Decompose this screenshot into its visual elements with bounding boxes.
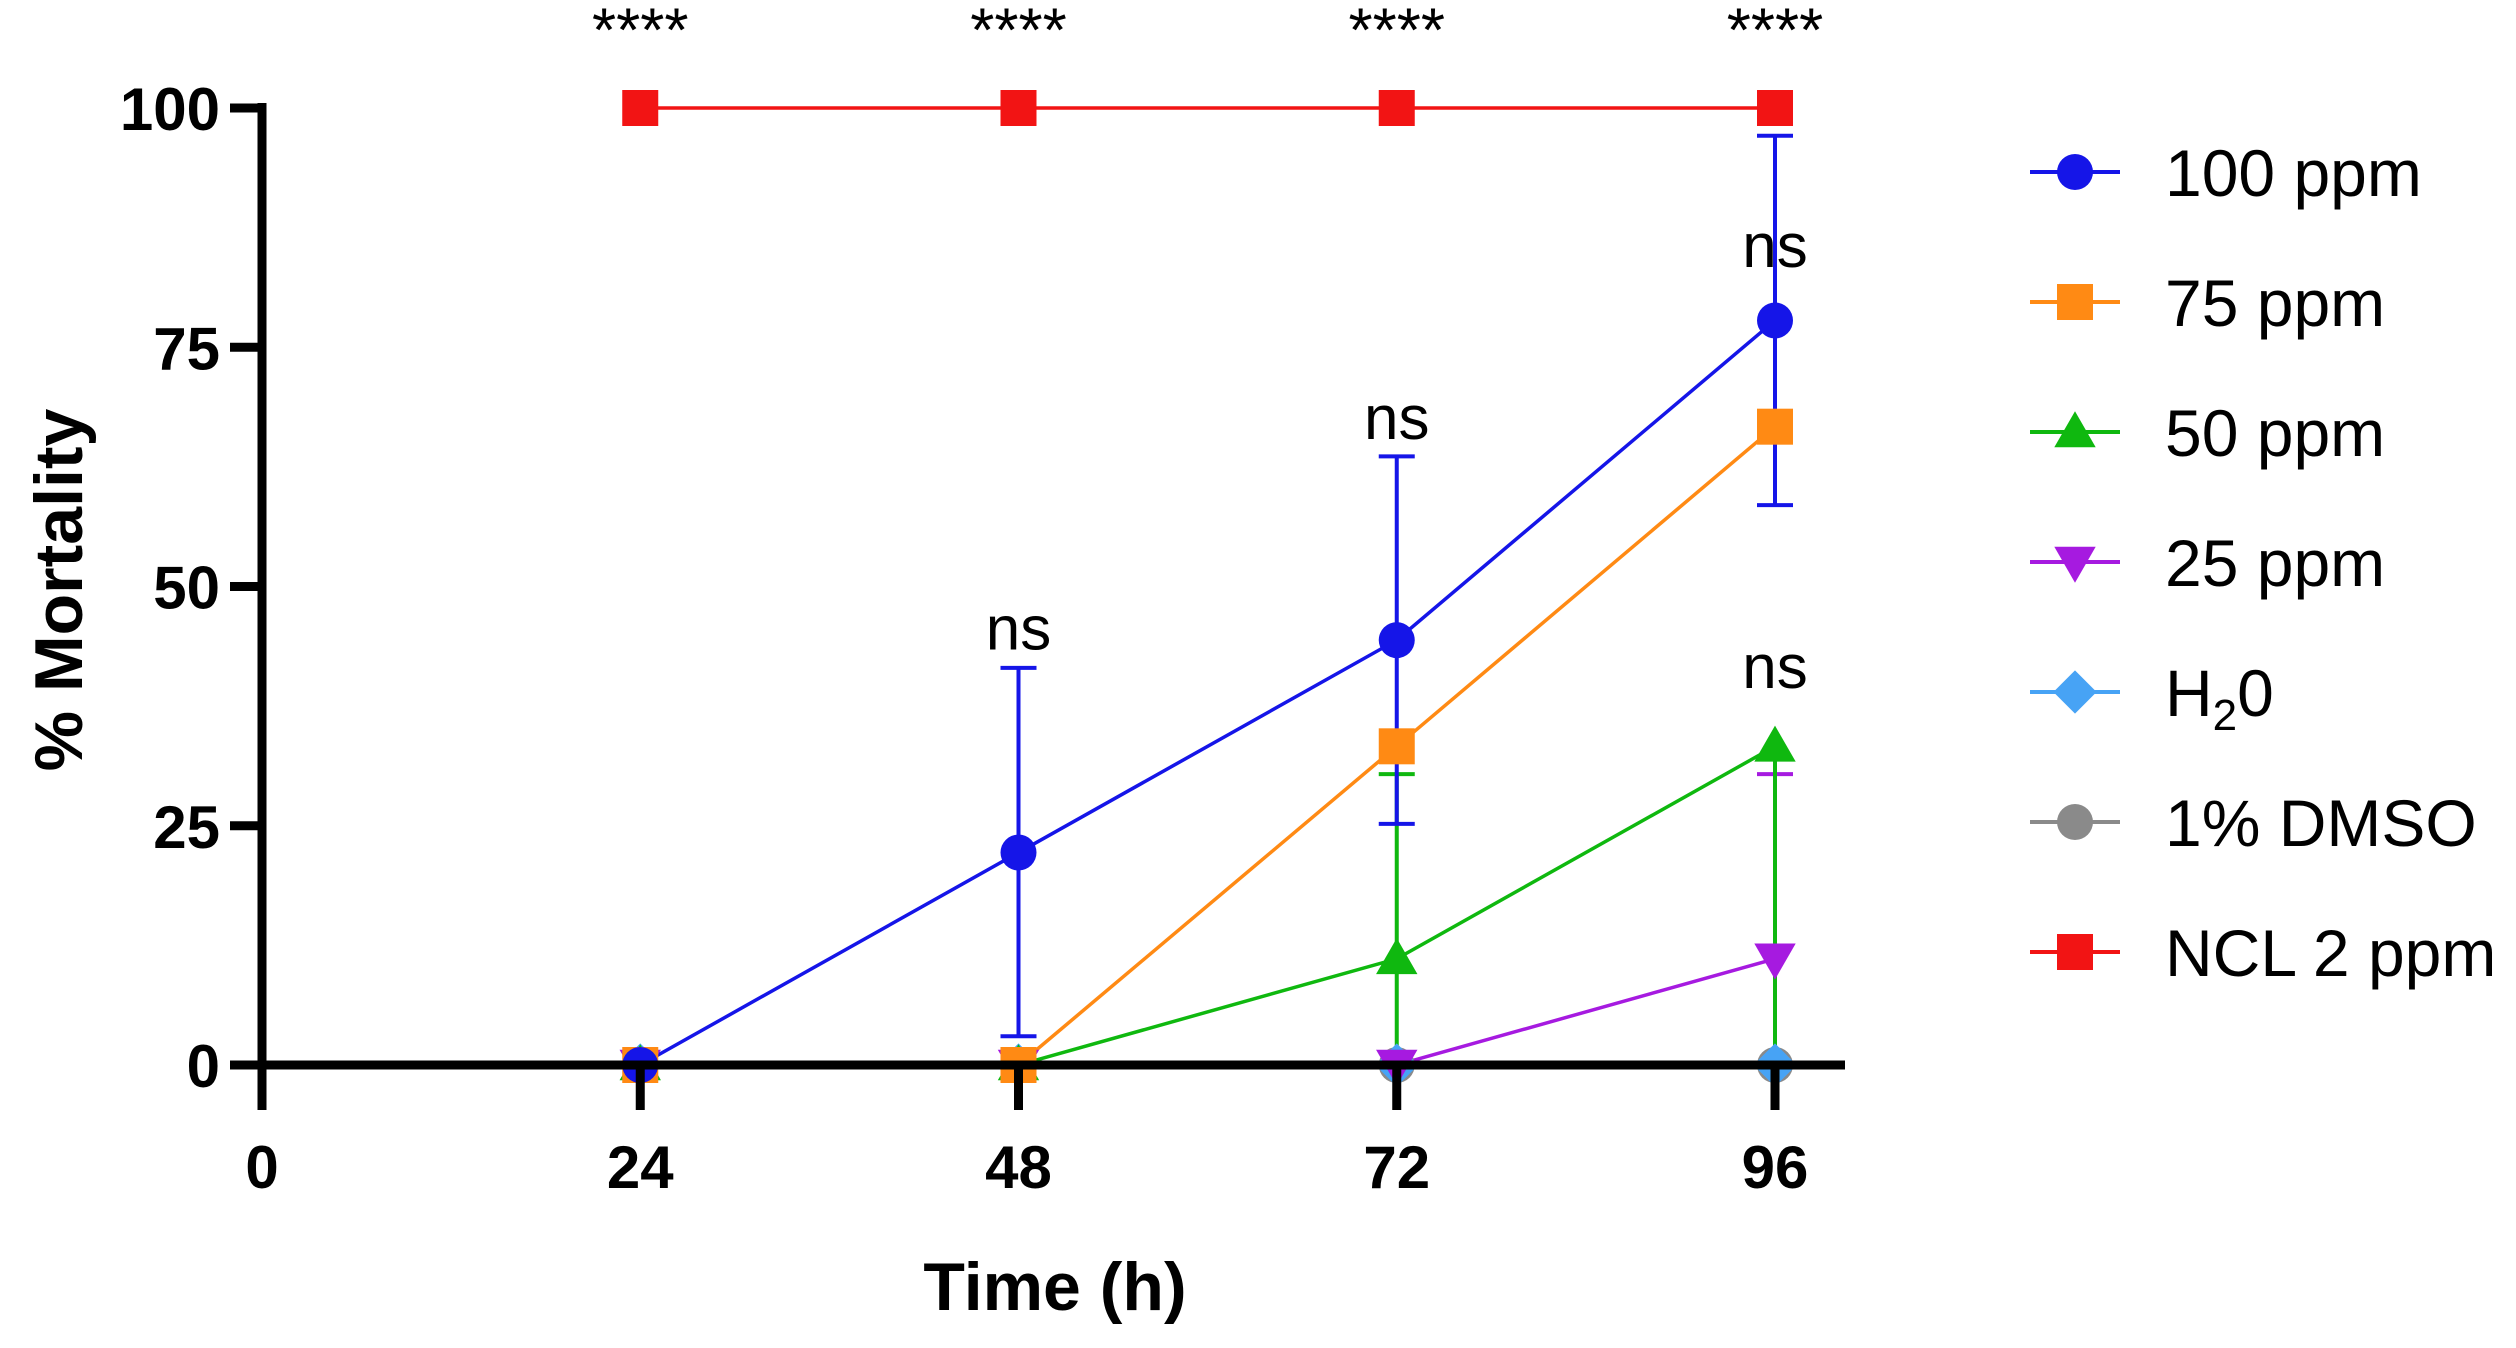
legend-marker [2053, 670, 2097, 714]
significance-label: **** [970, 0, 1067, 65]
significance-label: ns [1364, 384, 1429, 453]
legend-label: NCL 2 ppm [2165, 916, 2496, 990]
data-point [1378, 622, 1415, 659]
x-tick-label: 24 [607, 1134, 674, 1201]
x-axis-title: Time (h) [923, 1249, 1186, 1325]
legend-label: 1% DMSO [2165, 786, 2477, 860]
plot-area: **** **** **** **** ns ns ns ns [592, 0, 1823, 1087]
x-tick-label: 0 [245, 1134, 278, 1201]
y-tick-label: 100 [120, 76, 220, 143]
axes: 0 25 50 75 100 0 24 48 72 96 [120, 76, 1845, 1201]
y-tick-label: 75 [153, 315, 220, 382]
data-point [1754, 725, 1796, 762]
data-point [1000, 834, 1037, 871]
legend-marker [2057, 284, 2093, 320]
legend-label: 50 ppm [2165, 396, 2385, 470]
legend-marker [2054, 411, 2096, 448]
legend-marker [2054, 546, 2096, 583]
significance-label: ns [1742, 212, 1807, 281]
significance-label: ns [1742, 633, 1807, 702]
legend-label: H20 [2165, 656, 2274, 740]
significance-label: **** [1727, 0, 1824, 65]
data-point [1757, 302, 1793, 339]
x-tick-label: 72 [1363, 1134, 1430, 1201]
significance-label: **** [1348, 0, 1445, 65]
y-tick-label: 25 [153, 794, 220, 861]
data-point [1378, 728, 1415, 765]
y-tick-label: 50 [153, 555, 220, 622]
data-point [1754, 943, 1796, 980]
legend-label: 100 ppm [2165, 136, 2422, 210]
significance-label: ns [986, 595, 1051, 664]
significance-label: **** [592, 0, 689, 65]
series-line [639, 319, 1777, 1067]
y-axis-title: % Mortality [21, 408, 97, 771]
data-point [1378, 90, 1415, 126]
x-tick-label: 48 [985, 1134, 1052, 1201]
legend: 100 ppm 75 ppm 50 ppm 25 ppm H20 1% DMSO NCL … [2030, 136, 2496, 990]
y-tick-label: 0 [187, 1033, 220, 1100]
data-point [1757, 408, 1793, 445]
x-tick-label: 96 [1742, 1134, 1809, 1201]
legend-label: 75 ppm [2165, 266, 2385, 340]
data-point [622, 90, 659, 126]
data-point [1376, 938, 1418, 975]
legend-marker [2057, 934, 2093, 970]
legend-marker [2057, 804, 2093, 840]
legend-marker [2057, 154, 2093, 190]
legend-label: 25 ppm [2165, 526, 2385, 600]
data-point [1000, 90, 1037, 126]
data-point [1757, 90, 1793, 126]
